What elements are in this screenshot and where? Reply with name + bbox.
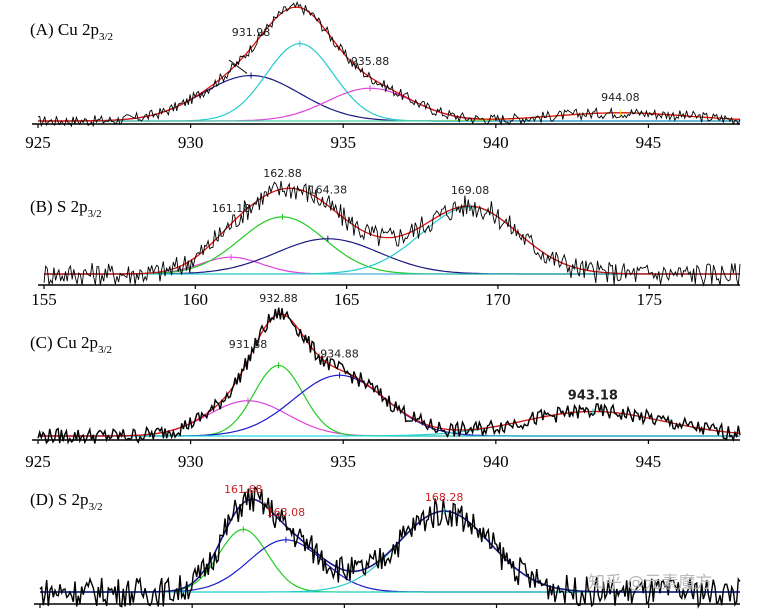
x-tick-label: 170 xyxy=(485,290,511,309)
raw-spectrum xyxy=(43,180,741,287)
x-tick-label: 165 xyxy=(334,290,360,309)
x-tick-label: 940 xyxy=(483,133,509,152)
peak-label: 169.08 xyxy=(451,184,490,197)
fit-envelope xyxy=(44,187,740,275)
panel-title-main: (D) S 2p xyxy=(30,490,89,509)
x-tick-label: 945 xyxy=(636,133,662,152)
panel-title-C: (C) Cu 2p3/2 xyxy=(30,333,112,356)
peak-label: 931.88 xyxy=(229,338,268,351)
panel-title-A: (A) Cu 2p3/2 xyxy=(30,20,113,43)
panel-title-subscript: 3/2 xyxy=(98,344,112,356)
x-tick-label: 930 xyxy=(178,452,204,471)
peak-label: 164.38 xyxy=(309,184,348,197)
raw-spectrum xyxy=(37,0,741,128)
peak-label: 163.08 xyxy=(267,506,306,519)
x-tick-label: 925 xyxy=(25,133,51,152)
watermark: 知乎 @元素魔方 xyxy=(588,573,712,593)
panel-title-main: (C) Cu 2p xyxy=(30,333,98,352)
raw-spectrum xyxy=(39,485,741,609)
panel-title-subscript: 3/2 xyxy=(88,208,102,220)
peak-label: 935.88 xyxy=(351,55,390,68)
x-tick-label: 935 xyxy=(330,133,356,152)
panel-title-D: (D) S 2p3/2 xyxy=(30,490,103,513)
x-tick-label: 940 xyxy=(483,452,509,471)
x-tick-label: 935 xyxy=(330,452,356,471)
x-tick-label: 175 xyxy=(636,290,662,309)
panel-B: (B) S 2p3/2 155 160 165 170 175 161.18 162.88 16… xyxy=(30,167,741,309)
peak-label: 944.08 xyxy=(601,91,640,104)
panel-title-main: (B) S 2p xyxy=(30,197,88,216)
peak-label: 931.98 xyxy=(232,26,271,39)
fit-envelope xyxy=(40,498,740,593)
panel-C: (C) Cu 2p3/2 925 930 935 940 945 931.88 932.88 9… xyxy=(25,292,741,471)
peak-label: 934.88 xyxy=(320,348,359,361)
peak-arrow xyxy=(228,59,248,74)
peak-label: 943.18 xyxy=(568,389,618,404)
panels: (A) Cu 2p3/2925930935940945931.98933.589… xyxy=(25,0,741,609)
x-tick-label: 925 xyxy=(25,452,51,471)
panel-title-subscript: 3/2 xyxy=(99,31,113,43)
peak-label: 161.68 xyxy=(224,483,263,496)
x-tick-label: 930 xyxy=(178,133,204,152)
x-tick-label: 945 xyxy=(636,452,662,471)
panel-title-main: (A) Cu 2p xyxy=(30,20,99,39)
panel-A: (A) Cu 2p3/2925930935940945931.98933.589… xyxy=(25,0,741,152)
peak-label: 161.18 xyxy=(212,202,251,215)
raw-spectrum xyxy=(37,307,741,445)
peak-label: 932.88 xyxy=(259,292,298,305)
x-tick-label: 155 xyxy=(31,290,57,309)
panel-title-B: (B) S 2p3/2 xyxy=(30,197,102,220)
panel-D: (D) S 2p3/2 161.68 163.08 168.28 xyxy=(30,483,741,609)
peak-label: 168.28 xyxy=(425,491,464,504)
x-tick-label: 160 xyxy=(183,290,209,309)
panel-title-subscript: 3/2 xyxy=(89,501,103,513)
peak-label: 162.88 xyxy=(263,167,302,180)
